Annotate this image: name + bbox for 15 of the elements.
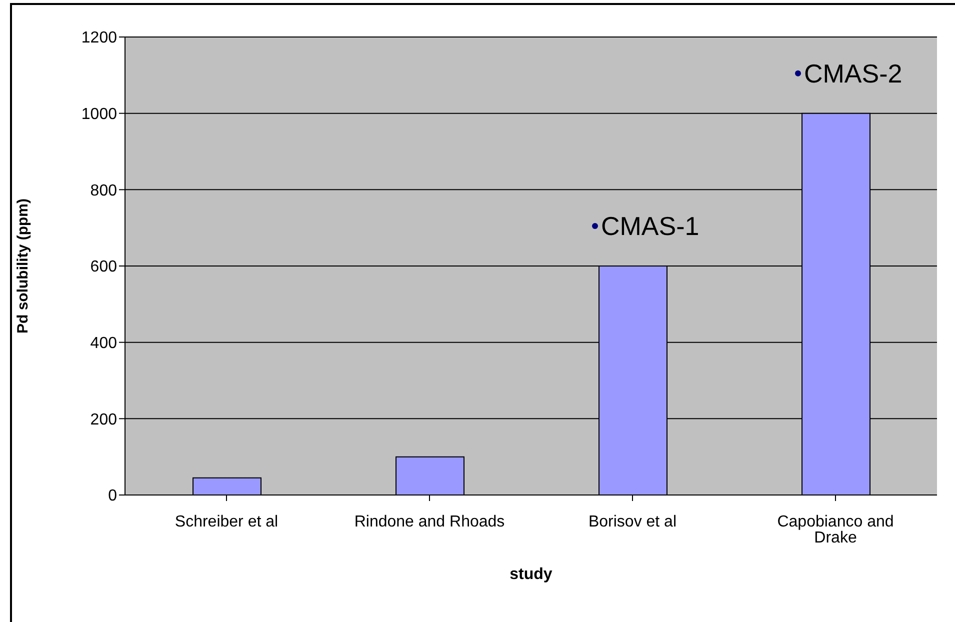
y-tick-label: 200 bbox=[90, 411, 118, 428]
y-axis-title: Pd solubility (ppm) bbox=[14, 198, 32, 334]
x-tick-label: Rindone and Rhoads bbox=[354, 513, 505, 530]
y-tick-label: 600 bbox=[90, 258, 118, 276]
y-tick-label: 1000 bbox=[81, 106, 118, 124]
y-tick-label: 800 bbox=[90, 182, 118, 200]
x-tick-label: Borisov et al bbox=[588, 513, 677, 530]
annotation: CMAS-1 bbox=[601, 211, 700, 241]
x-tick-label: Capobianco and Drake bbox=[777, 513, 894, 546]
y-tick-label: 400 bbox=[90, 335, 118, 352]
y-tick-label: 1200 bbox=[81, 30, 118, 47]
x-axis-title: study bbox=[510, 566, 552, 583]
annotation: CMAS-2 bbox=[804, 58, 902, 88]
x-tick-label: Schreiber et al bbox=[174, 513, 278, 530]
y-tick-label: 0 bbox=[108, 488, 118, 505]
